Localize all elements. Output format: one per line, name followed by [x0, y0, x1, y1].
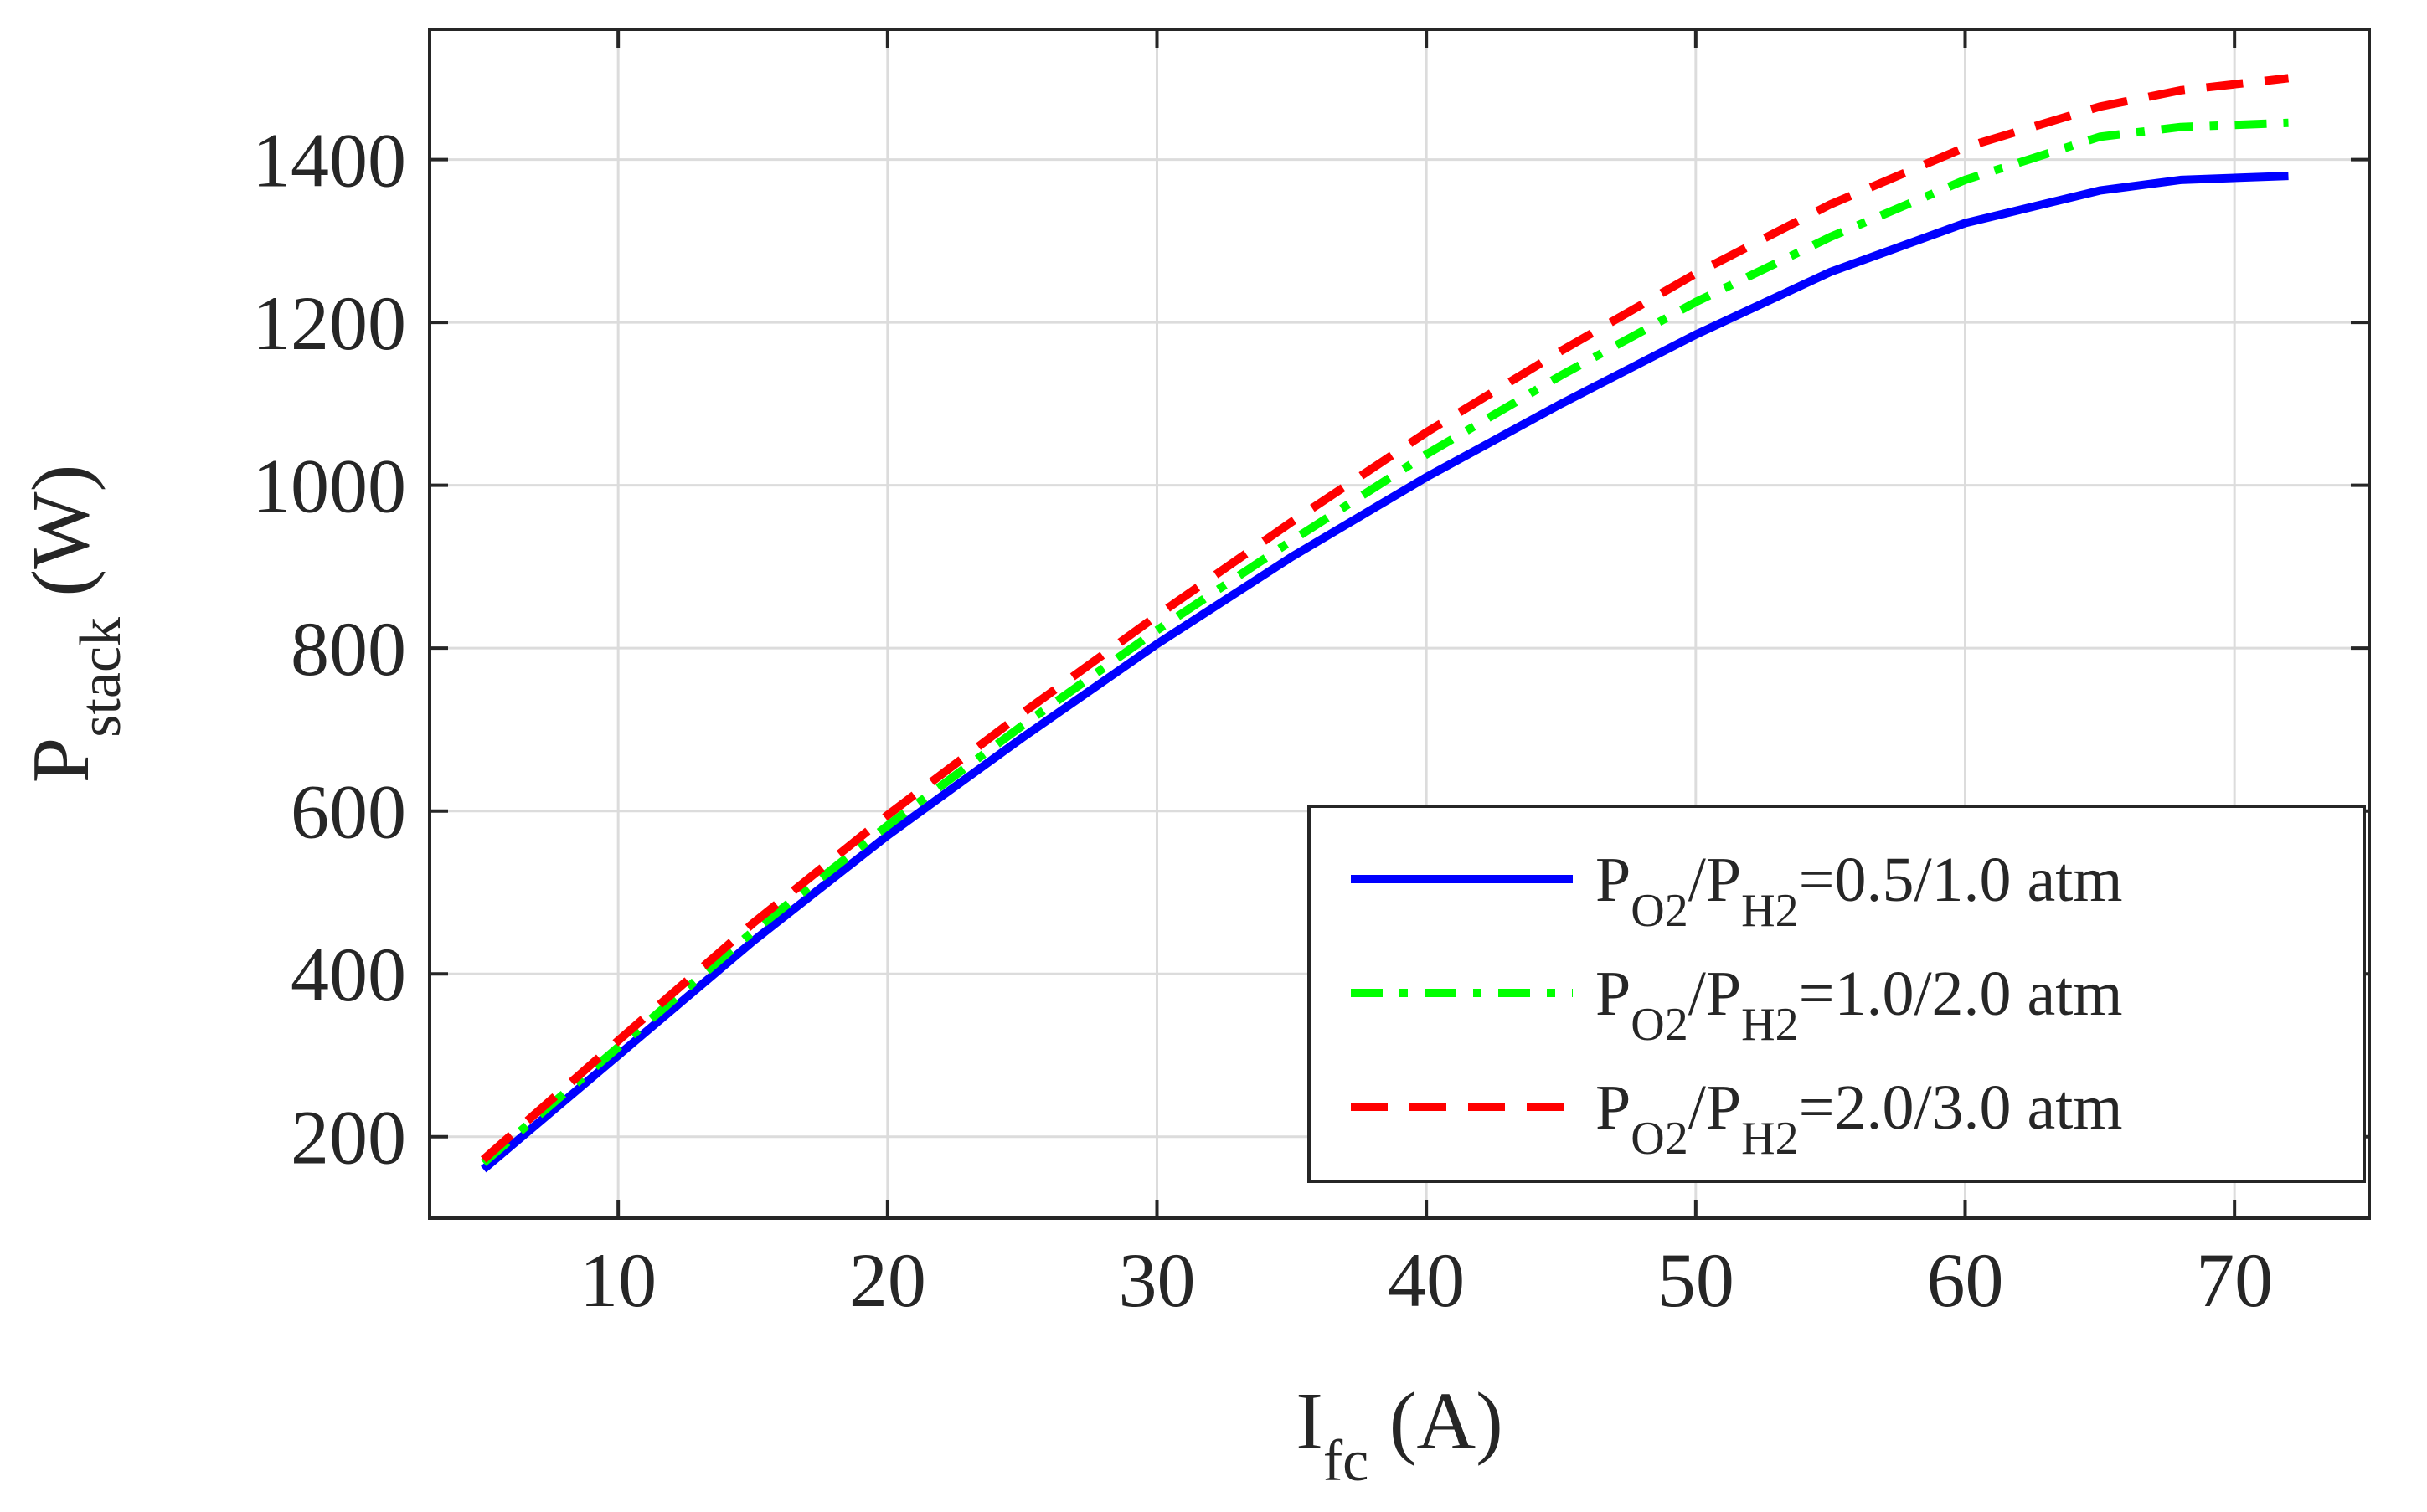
- axis-ticks: 10 20 30 40 50 60 70 200 400 600 800 1000 1200 1400: [252, 29, 2369, 1323]
- legend-label-part: /P: [1688, 845, 1741, 915]
- y-tick-label: 1000: [252, 444, 406, 529]
- y-tick-label: 800: [291, 606, 406, 692]
- x-tick-label: 70: [2196, 1237, 2273, 1323]
- y-tick-label: 200: [291, 1095, 406, 1180]
- legend-label-part: H2: [1741, 1113, 1798, 1165]
- legend-label-2: PO2/PH2=1.0/2.0 atm: [1595, 959, 2123, 1051]
- legend-label-part: O2: [1631, 999, 1688, 1051]
- legend-label-part: P: [1595, 845, 1631, 915]
- x-tick-label: 20: [849, 1237, 926, 1323]
- y-tick-label: 1200: [252, 280, 406, 366]
- x-tick-label: 60: [1927, 1237, 2004, 1323]
- y-tick-label: 1400: [252, 118, 406, 203]
- x-tick-label: 30: [1119, 1237, 1196, 1323]
- x-axis-title-unit: (A): [1368, 1376, 1503, 1467]
- legend-label-part: =2.0/3.0 atm: [1799, 1072, 2123, 1143]
- x-axis-title-sub: fc: [1323, 1429, 1368, 1494]
- legend-label-part: H2: [1741, 885, 1798, 937]
- legend-label-1: PO2/PH2=0.5/1.0 atm: [1595, 845, 2123, 937]
- legend-label-part: /P: [1688, 1072, 1741, 1143]
- legend-label-part: P: [1595, 1072, 1631, 1143]
- series-layer: [480, 74, 2290, 1173]
- legend-label-part: P: [1595, 959, 1631, 1029]
- series-line-3: [480, 74, 2290, 1163]
- y-tick-label: 600: [291, 769, 406, 855]
- y-axis-title-unit: (W): [16, 465, 106, 617]
- x-tick-label: 50: [1657, 1237, 1734, 1323]
- plot-frame: [428, 28, 2371, 1220]
- x-axis-title: Ifc (A): [1296, 1376, 1503, 1494]
- legend-label-part: H2: [1741, 999, 1798, 1051]
- y-tick-label: 400: [291, 932, 406, 1017]
- x-tick-label: 10: [580, 1237, 657, 1323]
- series-line-1: [481, 172, 2289, 1173]
- x-axis-title-main: I: [1296, 1376, 1323, 1467]
- legend-label-part: O2: [1631, 1113, 1688, 1165]
- legend-label-part: =1.0/2.0 atm: [1799, 959, 2123, 1029]
- y-axis-title: Pstack (W): [16, 465, 133, 784]
- legend-label-part: =0.5/1.0 atm: [1799, 845, 2123, 915]
- x-tick-label: 40: [1388, 1237, 1465, 1323]
- legend-label-3: PO2/PH2=2.0/3.0 atm: [1595, 1072, 2123, 1165]
- series-line-2: [481, 118, 2289, 1166]
- legend-box: [1307, 805, 2366, 1183]
- legend-label-part: /P: [1688, 959, 1741, 1029]
- y-axis-title-sub: stack: [69, 617, 133, 738]
- y-axis-title-main: P: [16, 738, 106, 784]
- legend-label-part: O2: [1631, 885, 1688, 937]
